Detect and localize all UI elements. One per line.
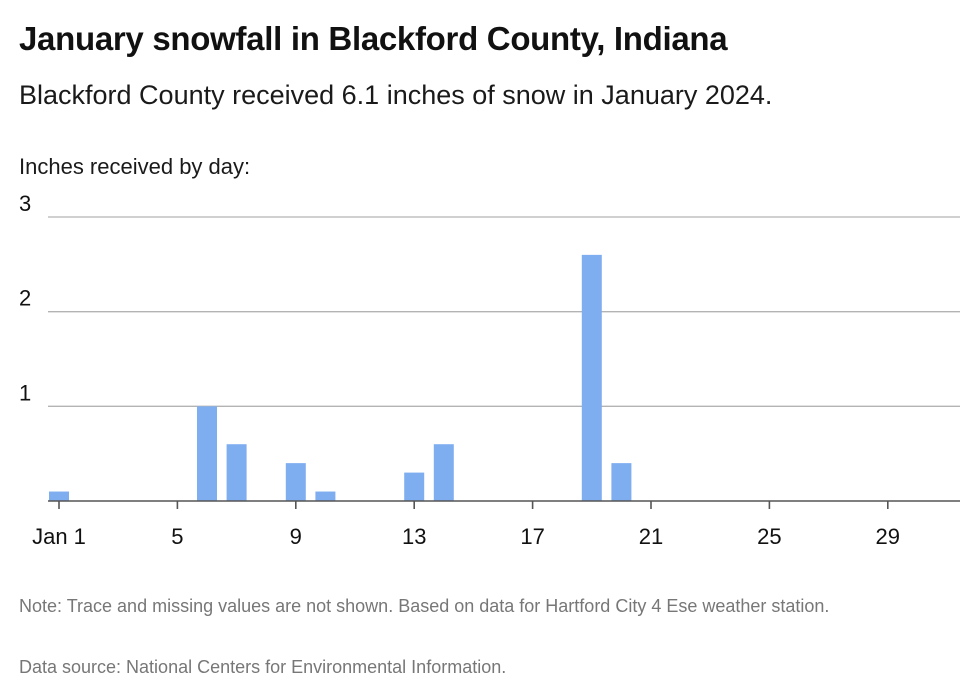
bar-day-13 [404, 472, 425, 501]
bar-day-1 [49, 491, 69, 501]
bar-day-20 [611, 463, 632, 501]
bar-day-10 [315, 491, 336, 501]
chart-subtitle: Blackford County received 6.1 inches of … [19, 80, 773, 110]
x-tick-29: 29 [876, 524, 900, 549]
chart-title: January snowfall in Blackford County, In… [19, 20, 728, 57]
y-tick-labels: 1 2 3 [19, 195, 31, 405]
x-axis: Jan 1 5 9 13 17 21 25 29 [32, 500, 960, 549]
bars [49, 254, 632, 501]
x-tick-9: 9 [290, 524, 302, 549]
footnote: Note: Trace and missing values are not s… [19, 596, 830, 616]
x-tick-21: 21 [639, 524, 663, 549]
snowfall-bar-chart: Jan 1 5 9 13 17 21 25 29 1 2 3 [19, 195, 960, 549]
bar-day-19 [581, 254, 602, 501]
bar-day-9 [285, 463, 306, 501]
x-tick-25: 25 [757, 524, 781, 549]
bar-day-6 [197, 406, 217, 501]
y-tick-3: 3 [19, 195, 31, 216]
x-tick-1: Jan 1 [32, 524, 86, 549]
x-tick-17: 17 [520, 524, 544, 549]
bar-day-14 [433, 444, 454, 501]
data-source: Data source: National Centers for Enviro… [19, 657, 507, 677]
x-tick-5: 5 [171, 524, 183, 549]
gridlines [48, 216, 960, 407]
x-tick-13: 13 [402, 524, 426, 549]
bar-day-7 [226, 444, 247, 501]
y-tick-2: 2 [19, 286, 31, 311]
y-axis-label: Inches received by day: [19, 154, 251, 179]
y-tick-1: 1 [19, 380, 31, 405]
